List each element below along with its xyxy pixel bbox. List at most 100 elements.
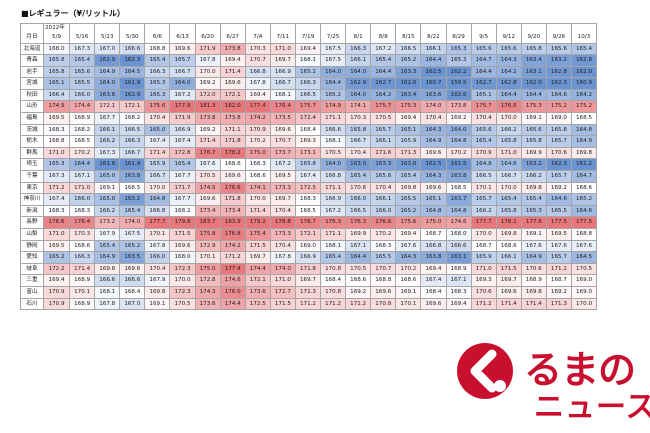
price-cell: 168.3 (42, 204, 71, 218)
price-cell: 169.6 (420, 297, 447, 311)
price-cell: 168.9 (69, 112, 96, 125)
price-cell: 166.3 (119, 135, 146, 148)
price-cell: 167.8 (269, 251, 296, 264)
table-row: 三重 169.4 168.9 166.6 166.6 167.9 170.0 172.8 174… (20, 274, 598, 287)
price-cell: 167.4 (144, 135, 171, 148)
price-cell: 165.6 (370, 170, 397, 183)
price-cell: 169.7 (244, 251, 271, 264)
price-cell: 165.4 (69, 54, 96, 67)
price-cell: 170.6 (520, 262, 547, 276)
price-cell: 165.7 (545, 251, 572, 264)
table-row: 岩手 165.8 165.6 164.9 164.5 166.3 166.7 170.0 171… (20, 65, 598, 79)
price-cell: 169.4 (420, 262, 447, 276)
table-row: 北海道 168.0 167.3 167.0 166.6 168.8 169.6 171.9 17… (20, 42, 598, 56)
price-cell: 165.6 (520, 123, 547, 137)
price-cell: 170.5 (320, 146, 347, 160)
price-cell: 164.6 (545, 193, 572, 206)
price-cell: 164.6 (570, 204, 598, 218)
price-cell: 177.6 (520, 216, 547, 229)
kuruma-news-logo: るまの ニュース (448, 334, 650, 430)
price-cell: 165.3 (42, 158, 71, 172)
price-cell: 171.2 (320, 297, 347, 311)
price-cell: 173.8 (219, 42, 246, 56)
price-cell: 174.1 (345, 100, 372, 114)
price-cell: 172.1 (119, 100, 146, 114)
price-cell: 167.6 (520, 239, 547, 253)
table-row: 東京 171.2 171.0 169.1 168.5 170.0 171.7 174.5 176… (20, 181, 598, 195)
price-cell: 168.8 (144, 42, 171, 56)
price-cell: 162.7 (370, 77, 397, 90)
year-row-cell (119, 23, 146, 33)
prefecture-name: 愛知 (20, 251, 44, 264)
price-cell: 169.6 (219, 77, 246, 90)
price-cell: 165.8 (495, 204, 522, 218)
date-header: 5/30 (119, 33, 146, 44)
price-cell: 167.6 (545, 239, 572, 253)
corner-cell (20, 23, 44, 33)
price-cell: 166.2 (94, 204, 121, 218)
price-cell: 168.7 (470, 239, 497, 253)
prefecture-name: 東京 (20, 181, 44, 195)
price-cell: 167.6 (194, 158, 221, 172)
price-cell: 170.9 (42, 297, 71, 311)
price-cell: 173.4 (219, 204, 246, 218)
price-cell: 164.8 (445, 204, 472, 218)
price-cell: 170.6 (545, 146, 572, 160)
price-cell: 166.9 (169, 123, 196, 137)
date-header: 7/19 (294, 33, 322, 44)
price-cell: 169.4 (244, 88, 271, 102)
page-title: ■レギュラー（¥/リットル） (21, 9, 126, 18)
price-cell: 176.6 (370, 216, 397, 229)
price-cell: 170.0 (495, 112, 522, 125)
price-cell: 166.2 (94, 135, 121, 148)
price-cell: 165.7 (470, 193, 497, 206)
price-cell: 170.4 (370, 181, 397, 195)
price-cell: 176.3 (345, 216, 372, 229)
price-cell: 165.2 (320, 88, 347, 102)
price-cell: 172.9 (194, 239, 221, 253)
prefecture-name: 宮城 (20, 77, 44, 90)
price-cell: 168.0 (42, 42, 71, 56)
price-cell: 168.4 (320, 274, 347, 287)
price-cell: 167.6 (570, 239, 598, 253)
price-cell: 167.2 (320, 204, 347, 218)
price-cell: 165.6 (495, 42, 522, 56)
price-cell: 171.4 (144, 146, 171, 160)
price-cell: 165.3 (445, 42, 472, 56)
prefecture-name: 埼玉 (20, 158, 44, 172)
price-cell: 171.3 (294, 285, 322, 299)
price-cell: 164.0 (345, 88, 372, 102)
price-cell: 171.4 (194, 135, 221, 148)
price-cell: 171.8 (219, 135, 246, 148)
price-cell: 167.3 (69, 42, 96, 56)
date-header: 9/20 (520, 33, 547, 44)
price-cell: 172.2 (42, 262, 71, 276)
price-cell: 169.8 (144, 285, 171, 299)
price-cell: 172.8 (169, 146, 196, 160)
price-cell: 164.8 (445, 135, 472, 148)
price-cell: 165.2 (119, 239, 146, 253)
price-cell: 176.4 (69, 216, 96, 229)
price-cell: 164.2 (495, 65, 522, 79)
price-cell: 166.1 (94, 123, 121, 137)
price-cell: 171.4 (495, 297, 522, 311)
price-cell: 170.4 (144, 112, 171, 125)
price-cell: 168.7 (545, 274, 572, 287)
price-cell: 172.1 (219, 88, 246, 102)
price-cell: 163.6 (420, 88, 447, 102)
table-row: 千葉 167.3 167.1 165.0 163.8 166.7 167.7 170.5 169… (20, 170, 598, 183)
price-cell: 166.0 (69, 193, 96, 206)
price-cell: 169.3 (470, 274, 497, 287)
price-cell: 171.0 (42, 228, 71, 241)
price-cell: 163.8 (420, 251, 447, 264)
price-cell: 165.5 (370, 251, 397, 264)
price-cell: 173.6 (244, 285, 271, 299)
price-cell: 173.5 (269, 112, 296, 125)
price-cell: 166.6 (119, 42, 146, 56)
price-cell: 167.9 (94, 228, 121, 241)
price-cell: 163.0 (395, 158, 422, 172)
price-cell: 164.3 (420, 123, 447, 137)
price-cell: 169.6 (420, 181, 447, 195)
price-cell: 164.8 (144, 193, 171, 206)
logo-mark-icon (457, 343, 513, 399)
